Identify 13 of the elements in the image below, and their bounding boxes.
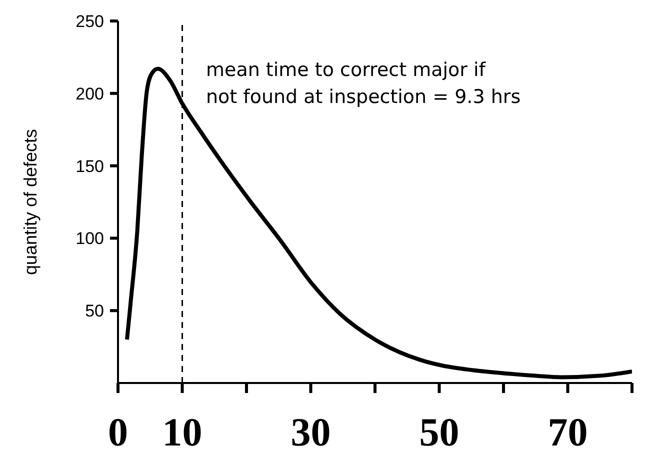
y-tick-label: 200 <box>76 84 104 104</box>
y-tick-label: 100 <box>76 229 104 248</box>
y-tick-label: 50 <box>85 302 104 321</box>
x-tick-label: 50 <box>419 409 460 454</box>
x-tick-label: 70 <box>548 409 588 454</box>
annotation: mean time to correct major if <box>206 58 486 83</box>
y-tick-label: 150 <box>76 156 104 176</box>
x-tick-label: 0 <box>108 409 128 454</box>
annotation: not found at inspection = 9.3 hrs <box>206 85 521 110</box>
x-tick-label: 10 <box>162 409 202 454</box>
y-tick-label: 250 <box>76 12 104 31</box>
x-tick-label: 30 <box>290 409 331 454</box>
y-axis-title: quantity of defects <box>20 128 40 276</box>
